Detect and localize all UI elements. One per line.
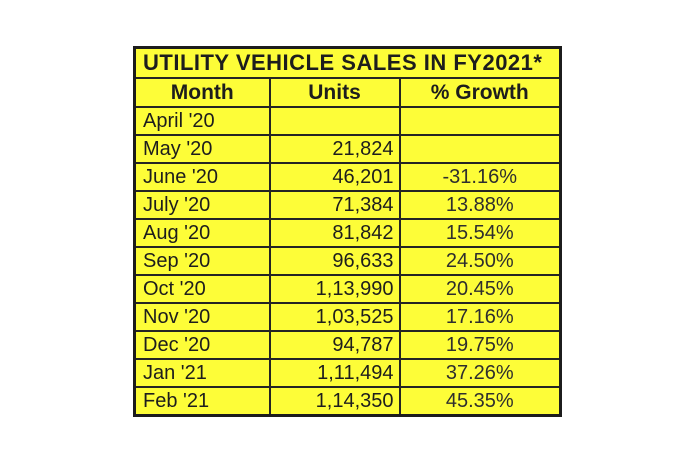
month-cell: Sep '20 [133,246,271,276]
table-title: UTILITY VEHICLE SALES IN FY2021* [133,46,562,79]
column-header-units: Units [268,77,401,108]
units-cell: 71,384 [268,190,401,220]
units-cell: 1,13,990 [268,274,401,304]
growth-cell: 17.16% [398,302,562,332]
table-row: Nov '20 1,03,525 17.16% [133,302,562,332]
growth-cell: 37.26% [398,358,562,388]
month-cell: Oct '20 [133,274,271,304]
month-cell: Feb '21 [133,386,271,417]
table-row: Feb '21 1,14,350 45.35% [133,386,562,417]
table-row: Dec '20 94,787 19.75% [133,330,562,360]
units-cell: 1,14,350 [268,386,401,417]
column-header-growth: % Growth [398,77,562,108]
table-row: May '20 21,824 [133,134,562,164]
utility-vehicle-sales-table: UTILITY VEHICLE SALES IN FY2021* Month U… [133,46,563,417]
table-row: April '20 [133,106,562,136]
units-cell: 1,11,494 [268,358,401,388]
table-row: Sep '20 96,633 24.50% [133,246,562,276]
title-row: UTILITY VEHICLE SALES IN FY2021* [133,46,562,79]
units-cell: 46,201 [268,162,401,192]
growth-cell: 13.88% [398,190,562,220]
month-cell: April '20 [133,106,271,136]
header-row: Month Units % Growth [133,77,562,108]
growth-cell: 24.50% [398,246,562,276]
units-cell [268,106,401,136]
growth-cell [398,134,562,164]
units-cell: 96,633 [268,246,401,276]
growth-cell: 19.75% [398,330,562,360]
column-header-month: Month [133,77,271,108]
table-row: July '20 71,384 13.88% [133,190,562,220]
growth-cell: 20.45% [398,274,562,304]
growth-cell: 15.54% [398,218,562,248]
month-cell: May '20 [133,134,271,164]
table-row: Oct '20 1,13,990 20.45% [133,274,562,304]
month-cell: July '20 [133,190,271,220]
units-cell: 94,787 [268,330,401,360]
growth-cell [398,106,562,136]
table-row: June '20 46,201 -31.16% [133,162,562,192]
table-row: Jan '21 1,11,494 37.26% [133,358,562,388]
month-cell: Jan '21 [133,358,271,388]
units-cell: 81,842 [268,218,401,248]
growth-cell: 45.35% [398,386,562,417]
month-cell: Nov '20 [133,302,271,332]
table-row: Aug '20 81,842 15.54% [133,218,562,248]
units-cell: 1,03,525 [268,302,401,332]
month-cell: Aug '20 [133,218,271,248]
growth-cell: -31.16% [398,162,562,192]
month-cell: June '20 [133,162,271,192]
month-cell: Dec '20 [133,330,271,360]
units-cell: 21,824 [268,134,401,164]
